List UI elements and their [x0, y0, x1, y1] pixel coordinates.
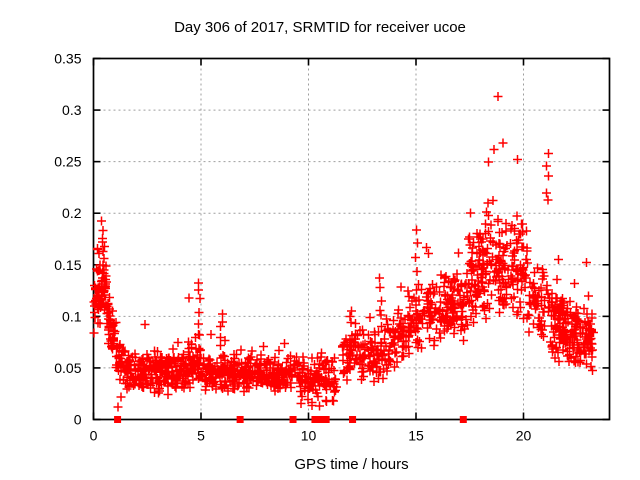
- x-tick-label: 20: [516, 428, 532, 444]
- x-tick-label: 0: [90, 428, 98, 444]
- y-tick-label: 0.2: [62, 205, 82, 221]
- scatter-points: [89, 92, 598, 412]
- y-tick-label: 0.15: [54, 257, 81, 273]
- x-axis-label: GPS time / hours: [294, 456, 409, 473]
- x-tick-label: 15: [408, 428, 424, 444]
- y-tick-label: 0.25: [54, 154, 81, 170]
- chart-title: Day 306 of 2017, SRMTID for receiver uco…: [174, 19, 466, 36]
- zero-markers: [114, 416, 467, 423]
- y-tick-label: 0.35: [54, 51, 81, 67]
- x-tick-label: 10: [301, 428, 317, 444]
- y-tick-label: 0.3: [62, 102, 82, 118]
- y-tick-label: 0.1: [62, 308, 82, 324]
- y-tick-label: 0: [74, 412, 82, 428]
- x-tick-label: 5: [197, 428, 205, 444]
- y-tick-label: 0.05: [54, 360, 81, 376]
